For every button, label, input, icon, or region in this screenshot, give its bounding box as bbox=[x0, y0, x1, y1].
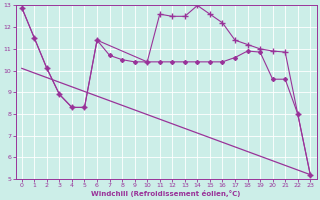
X-axis label: Windchill (Refroidissement éolien,°C): Windchill (Refroidissement éolien,°C) bbox=[91, 190, 241, 197]
